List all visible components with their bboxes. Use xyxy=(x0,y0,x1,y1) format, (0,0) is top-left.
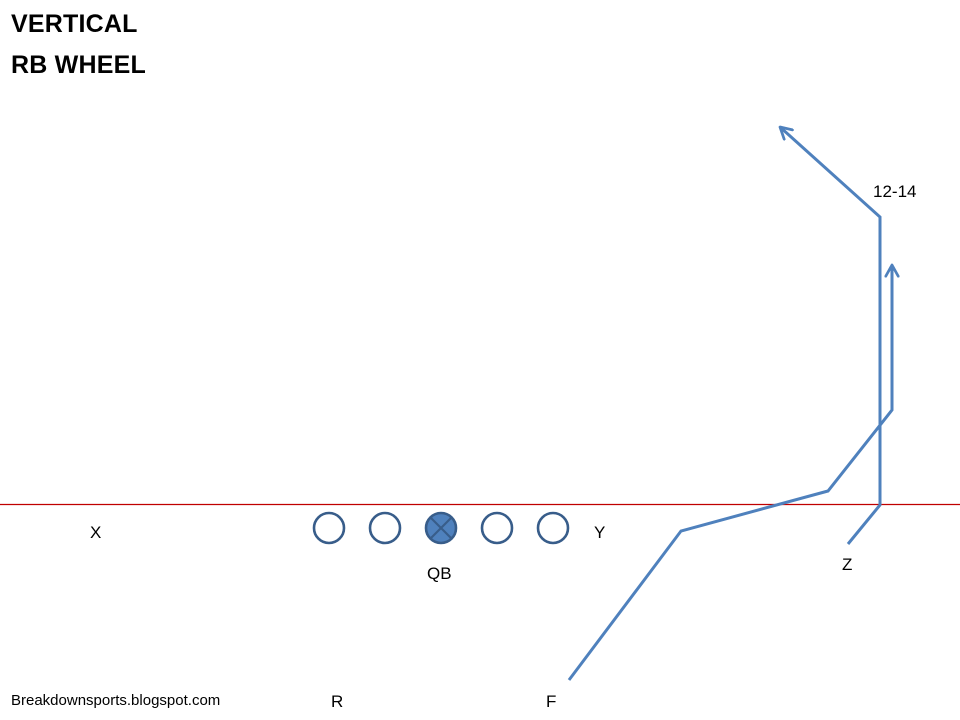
play-title-line1: VERTICAL xyxy=(11,10,138,38)
lineman-left-guard xyxy=(368,511,402,545)
player-label-qb: QB xyxy=(427,564,452,583)
f-wheel-route-line xyxy=(567,265,892,681)
player-label-z: Z xyxy=(842,555,853,574)
player-label-r: R xyxy=(331,692,344,711)
source-credit: Breakdownsports.blogspot.com xyxy=(11,692,221,709)
lineman-right-tackle xyxy=(536,511,570,545)
z-route-line xyxy=(780,127,882,545)
lineman-left-tackle xyxy=(312,511,346,545)
play-title-line2: RB WHEEL xyxy=(11,51,146,79)
route-depth-annotation: 12-14 xyxy=(873,182,917,201)
player-label-f: F xyxy=(546,692,557,711)
player-label-x: X xyxy=(90,523,102,542)
lineman-right-guard xyxy=(480,511,514,545)
center-icon xyxy=(424,511,458,545)
player-label-y: Y xyxy=(594,523,606,542)
